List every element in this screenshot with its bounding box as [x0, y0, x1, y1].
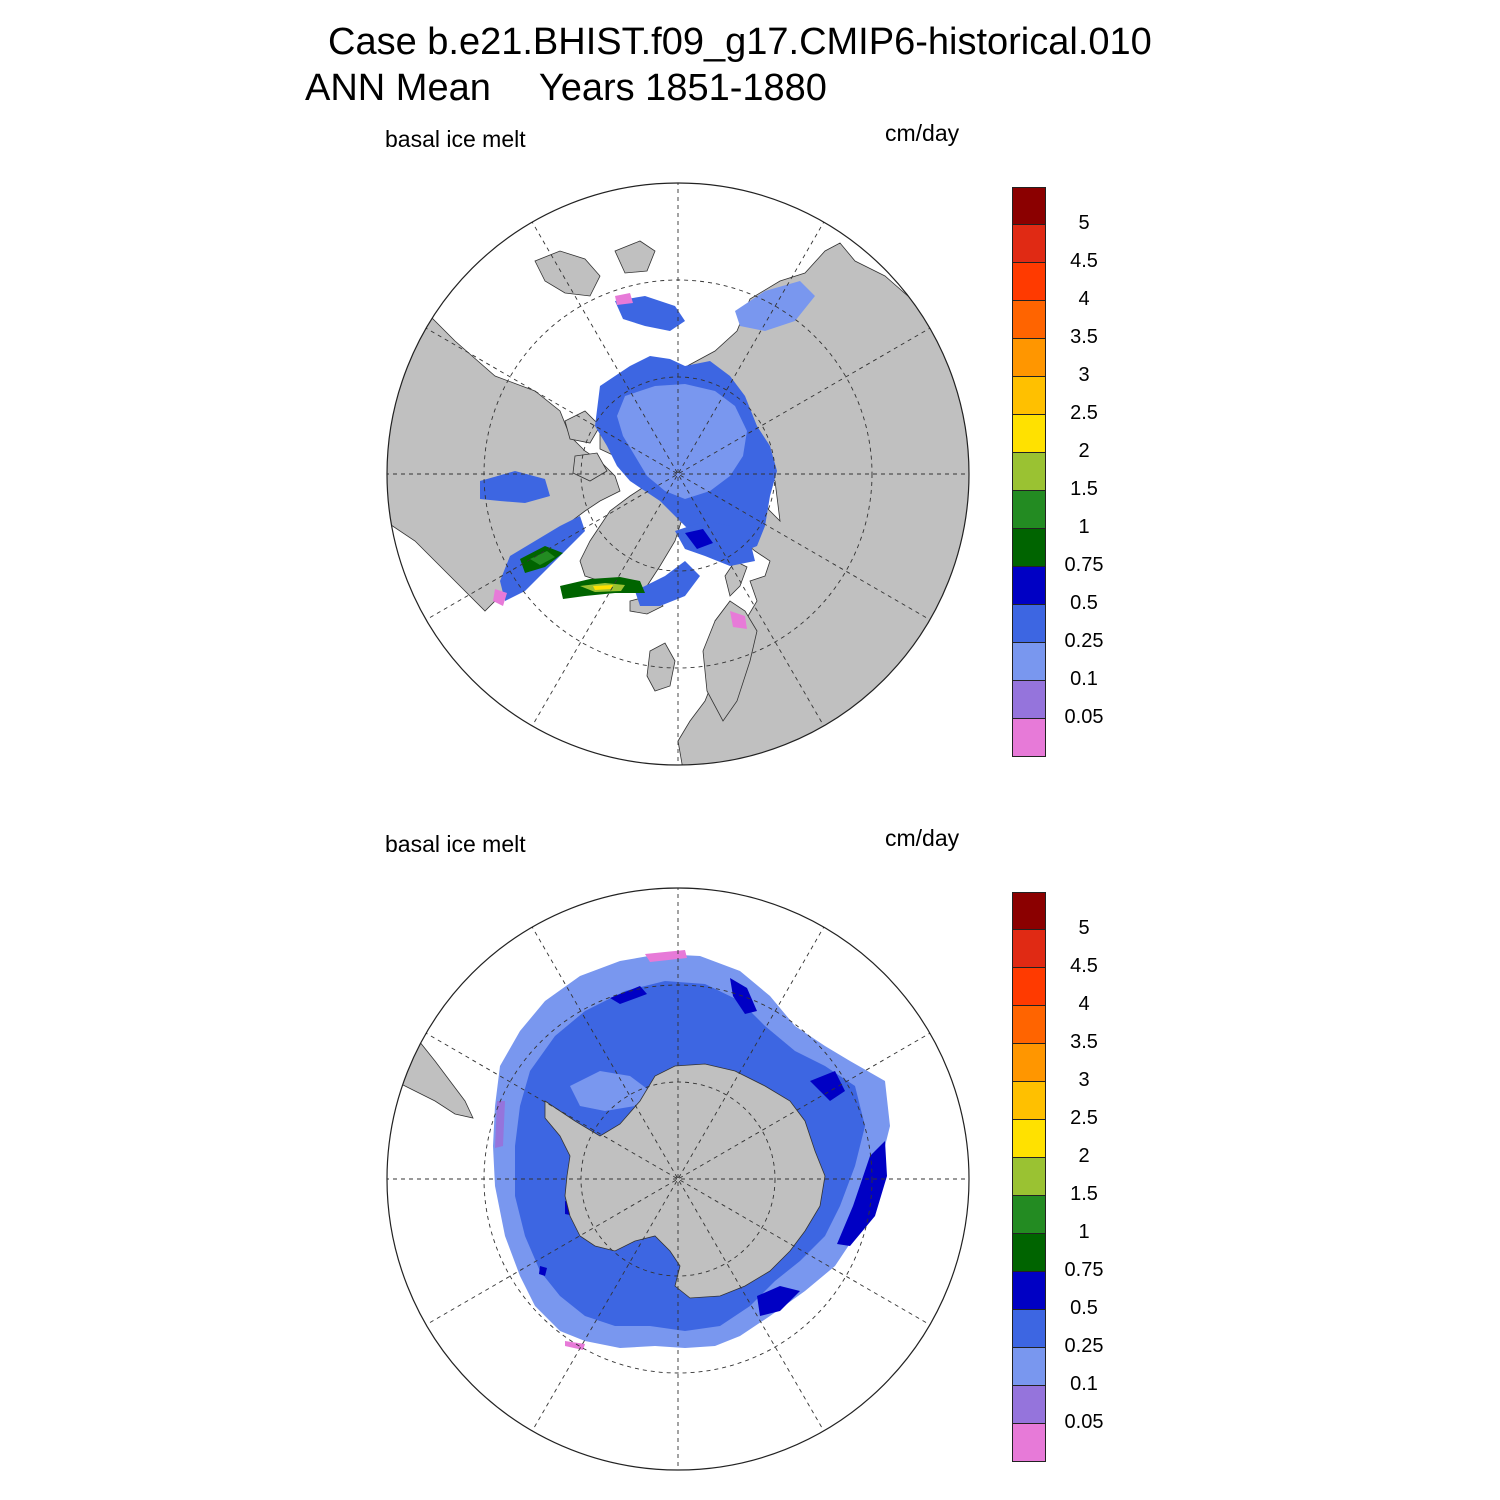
colorbar-box [1012, 968, 1046, 1006]
colorbar-tick-label: 1.5 [1070, 478, 1098, 500]
colorbar-tick-label: 0.75 [1064, 1259, 1104, 1281]
colorbar-box [1012, 1120, 1046, 1158]
colorbar-box [1012, 1424, 1046, 1462]
colorbar-tick-label: 0.1 [1070, 668, 1098, 690]
colorbar-tick-label: 4.5 [1070, 955, 1098, 977]
south-variable-label: basal ice melt [385, 831, 526, 857]
colorbar-tick-label: 0.5 [1070, 1297, 1098, 1319]
colorbar-box [1012, 453, 1046, 491]
south-colorbar-boxes [1012, 892, 1046, 1462]
colorbar-tick-label: 0.75 [1064, 554, 1104, 576]
colorbar-tick-label: 1.5 [1070, 1183, 1098, 1205]
colorbar-tick-label: 0.05 [1064, 1411, 1104, 1433]
colorbar-box [1012, 301, 1046, 339]
colorbar-box [1012, 1006, 1046, 1044]
colorbar-box [1012, 377, 1046, 415]
north-units-label: cm/day [885, 120, 960, 146]
colorbar-tick-label: 3 [1078, 364, 1090, 386]
colorbar-box [1012, 187, 1046, 225]
colorbar-box [1012, 1310, 1046, 1348]
colorbar-box [1012, 1044, 1046, 1082]
colorbar-box [1012, 225, 1046, 263]
colorbar-tick-label: 0.1 [1070, 1373, 1098, 1395]
colorbar-tick-label: 2.5 [1070, 402, 1098, 424]
south-polar-map [386, 887, 970, 1471]
colorbar-tick-label: 2.5 [1070, 1107, 1098, 1129]
colorbar-tick-label: 3.5 [1070, 326, 1098, 348]
south-colorbar: 0.05 0.1 0.25 0.5 0.75 1 1.5 2 2.5 3 3.5 4 4.5 5 [1012, 892, 1132, 1464]
colorbar-box [1012, 892, 1046, 930]
colorbar-tick-label: 0.25 [1064, 1335, 1104, 1357]
colorbar-box [1012, 529, 1046, 567]
north-polar-map [386, 182, 970, 766]
colorbar-box [1012, 1386, 1046, 1424]
antarctica-land [544, 1063, 826, 1299]
colorbar-tick-label: 4 [1078, 288, 1090, 310]
north-variable-label: basal ice melt [385, 126, 526, 152]
colorbar-tick-label: 2 [1078, 1145, 1090, 1167]
colorbar-tick-label: 1 [1078, 516, 1090, 538]
colorbar-box [1012, 263, 1046, 301]
case-title: Case b.e21.BHIST.f09_g17.CMIP6-historica… [328, 21, 1152, 63]
colorbar-box [1012, 415, 1046, 453]
colorbar-box [1012, 491, 1046, 529]
north-colorbar-boxes [1012, 187, 1046, 757]
period-title: ANN Mean Years 1851-1880 [305, 68, 827, 108]
colorbar-box [1012, 605, 1046, 643]
colorbar-box [1012, 567, 1046, 605]
north-melt-field [480, 281, 815, 629]
colorbar-box [1012, 681, 1046, 719]
south-units-label: cm/day [885, 825, 960, 851]
south-graticule [387, 888, 969, 1470]
colorbar-tick-label: 1 [1078, 1221, 1090, 1243]
colorbar-box [1012, 1272, 1046, 1310]
colorbar-box [1012, 1234, 1046, 1272]
colorbar-box [1012, 1158, 1046, 1196]
colorbar-tick-label: 0.05 [1064, 706, 1104, 728]
colorbar-tick-label: 5 [1078, 212, 1090, 234]
colorbar-box [1012, 1196, 1046, 1234]
colorbar-box [1012, 1082, 1046, 1120]
colorbar-tick-label: 4 [1078, 993, 1090, 1015]
colorbar-box [1012, 643, 1046, 681]
years-label: Years 1851-1880 [538, 67, 827, 109]
colorbar-tick-label: 3.5 [1070, 1031, 1098, 1053]
colorbar-tick-label: 5 [1078, 917, 1090, 939]
period-label: ANN Mean [305, 67, 491, 109]
colorbar-tick-label: 0.5 [1070, 592, 1098, 614]
north-graticule [387, 183, 969, 765]
colorbar-tick-label: 4.5 [1070, 250, 1098, 272]
colorbar-box [1012, 1348, 1046, 1386]
colorbar-tick-label: 3 [1078, 1069, 1090, 1091]
colorbar-box [1012, 339, 1046, 377]
north-colorbar: 0.05 0.1 0.25 0.5 0.75 1 1.5 2 2.5 3 3.5 4 4.5 5 [1012, 187, 1132, 759]
colorbar-box [1012, 930, 1046, 968]
colorbar-tick-label: 0.25 [1064, 630, 1104, 652]
colorbar-tick-label: 2 [1078, 440, 1090, 462]
colorbar-box [1012, 719, 1046, 757]
